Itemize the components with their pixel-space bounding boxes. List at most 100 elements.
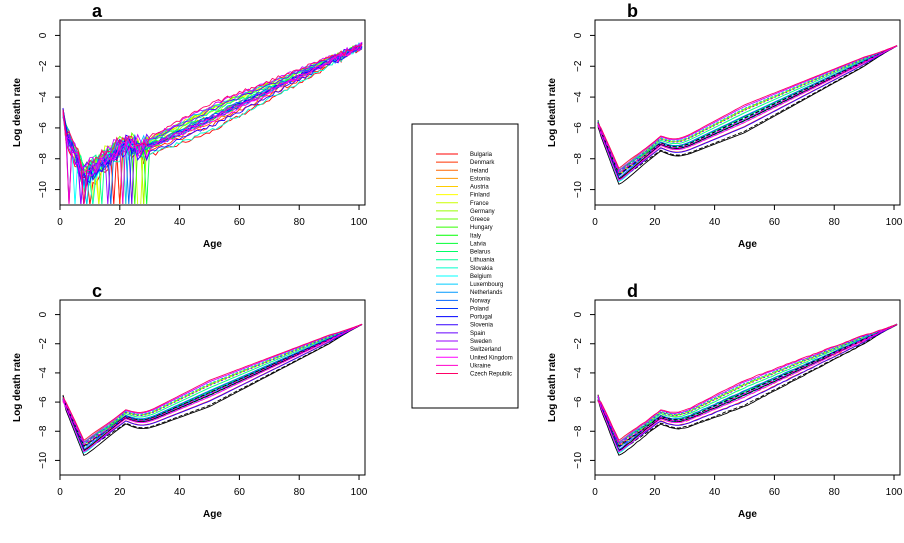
x-tick-label: 20 bbox=[114, 217, 126, 228]
series-line-united-kingdom bbox=[62, 323, 363, 453]
series-line-france bbox=[597, 45, 898, 169]
series-line-united-kingdom bbox=[597, 45, 898, 181]
series-line-poland bbox=[62, 323, 363, 451]
x-tick-label: 80 bbox=[829, 217, 841, 228]
panel-letter: d bbox=[627, 281, 638, 301]
y-tick-label: −2 bbox=[573, 338, 584, 350]
legend-label: Portugal bbox=[470, 315, 492, 321]
series-line-slovenia bbox=[597, 323, 898, 452]
legend-label: Denmark bbox=[470, 160, 495, 166]
legend-label: Ukraine bbox=[470, 363, 491, 369]
series-line-sweden bbox=[62, 46, 363, 204]
panel-d: 0 20 40 60 80 100 0 −2 −4 −6 −8 −10 Age Log death rat… bbox=[547, 281, 903, 520]
x-tick-label: 60 bbox=[234, 217, 246, 228]
x-tick-label: 60 bbox=[769, 217, 781, 228]
y-axis-title: Log death rate bbox=[12, 353, 23, 422]
legend-label: Lithuania bbox=[470, 258, 495, 264]
x-tick-label: 100 bbox=[886, 217, 903, 228]
series-line-united-kingdom bbox=[62, 41, 363, 204]
x-tick-label: 20 bbox=[649, 487, 661, 498]
y-tick-label: −10 bbox=[573, 181, 584, 198]
legend-label: Finland bbox=[470, 193, 490, 199]
x-tick-label: 0 bbox=[592, 487, 598, 498]
x-tick-label: 100 bbox=[886, 487, 903, 498]
series-line-slovenia bbox=[62, 324, 363, 453]
series-line-slovakia bbox=[597, 324, 898, 452]
x-tick-label: 100 bbox=[351, 487, 368, 498]
y-axis-title: Log death rate bbox=[547, 78, 558, 147]
y-tick-label: −8 bbox=[573, 153, 584, 165]
series-line-czech-republic bbox=[597, 45, 898, 169]
series-line-slovakia bbox=[62, 324, 363, 452]
legend-label: Slovenia bbox=[470, 323, 494, 329]
plot-frame bbox=[594, 299, 901, 476]
y-tick-label: −8 bbox=[38, 153, 49, 165]
series-line-greece bbox=[597, 45, 898, 173]
series-line-spain bbox=[62, 45, 363, 204]
x-tick-label: 20 bbox=[649, 217, 661, 228]
series-line-bulgaria bbox=[62, 324, 363, 457]
legend-label: United Kingdom bbox=[470, 355, 513, 361]
legend-label: Belarus bbox=[470, 250, 490, 256]
legend-label: Estonia bbox=[470, 176, 491, 182]
series-line-slovakia bbox=[597, 45, 898, 181]
y-tick-label: −10 bbox=[38, 451, 49, 468]
series-lines bbox=[597, 45, 898, 185]
series-line-bulgaria bbox=[62, 47, 363, 204]
y-tick-label: −4 bbox=[38, 91, 49, 103]
x-tick-label: 80 bbox=[294, 487, 306, 498]
series-line-switzerland bbox=[62, 323, 363, 443]
x-tick-label: 0 bbox=[57, 487, 63, 498]
x-tick-label: 40 bbox=[709, 217, 721, 228]
y-tick-label: −4 bbox=[573, 367, 584, 379]
y-tick-label: −8 bbox=[38, 425, 49, 437]
series-lines bbox=[62, 41, 363, 204]
series-line-switzerland bbox=[597, 45, 898, 172]
panel-letter: c bbox=[92, 281, 102, 301]
series-line-sweden bbox=[62, 323, 363, 447]
plot-frame bbox=[59, 299, 366, 476]
x-axis-title: Age bbox=[738, 509, 757, 520]
legend-label: Austria bbox=[470, 185, 489, 191]
y-tick-label: 0 bbox=[38, 311, 49, 317]
x-tick-label: 0 bbox=[57, 217, 63, 228]
x-axis-title: Age bbox=[203, 509, 222, 520]
plot-frame bbox=[594, 19, 901, 206]
x-tick-label: 40 bbox=[709, 487, 721, 498]
y-tick-label: −6 bbox=[38, 122, 49, 134]
y-tick-label: 0 bbox=[573, 32, 584, 38]
x-tick-label: 60 bbox=[769, 487, 781, 498]
series-line-ukraine bbox=[597, 45, 898, 174]
plot-frame bbox=[59, 19, 366, 206]
x-axis-title: Age bbox=[203, 239, 222, 250]
y-tick-label: −2 bbox=[573, 60, 584, 72]
legend-label: Bulgaria bbox=[470, 152, 493, 158]
series-line-czech-republic bbox=[62, 323, 363, 441]
series-line-czech-republic bbox=[62, 43, 363, 204]
y-axis-title: Log death rate bbox=[12, 78, 23, 147]
series-line-belarus bbox=[597, 45, 898, 171]
series-line-slovenia bbox=[597, 45, 898, 181]
x-tick-label: 80 bbox=[829, 487, 841, 498]
x-tick-label: 60 bbox=[234, 487, 246, 498]
y-tick-label: 0 bbox=[573, 311, 584, 317]
legend-label: Norway bbox=[470, 298, 490, 304]
series-line-spain bbox=[597, 323, 898, 446]
y-tick-label: −6 bbox=[573, 396, 584, 408]
legend-label: Poland bbox=[470, 306, 489, 312]
series-line-ukraine bbox=[62, 43, 363, 204]
series-line-ukraine bbox=[597, 323, 898, 446]
legend-box bbox=[411, 123, 519, 409]
panel-a: 0 20 40 60 80 100 0 −2 −4 −6 −8 −10 Age Log death rat… bbox=[12, 1, 368, 250]
legend-label: Italy bbox=[470, 233, 481, 239]
x-tick-label: 100 bbox=[351, 217, 368, 228]
x-tick-label: 80 bbox=[294, 217, 306, 228]
legend-label: Slovakia bbox=[470, 266, 493, 272]
y-tick-label: −2 bbox=[38, 338, 49, 350]
series-line-lithuania bbox=[62, 44, 363, 204]
legend-label: Spain bbox=[470, 331, 485, 337]
legend-label: France bbox=[470, 201, 489, 207]
x-tick-label: 40 bbox=[174, 487, 186, 498]
series-line-ukraine bbox=[62, 323, 363, 446]
